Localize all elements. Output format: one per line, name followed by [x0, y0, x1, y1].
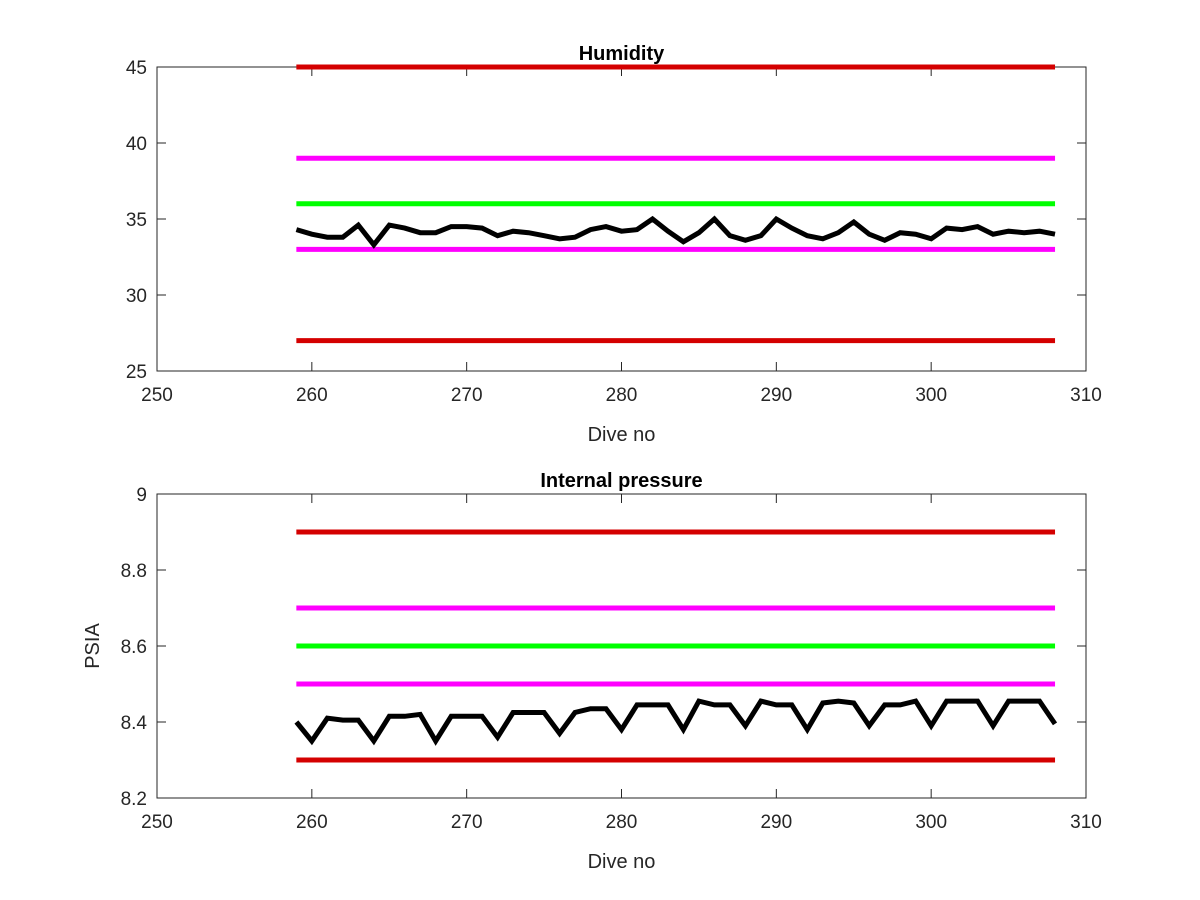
chart-0-xtick-label: 300 [915, 385, 947, 406]
chart-1-x-axis-label: Dive no [588, 851, 656, 873]
chart-0-ytick-label: 35 [126, 210, 147, 231]
chart-0-x-axis-label: Dive no [588, 424, 656, 446]
chart-0-xtick-label: 260 [296, 385, 328, 406]
chart-1-xtick-label: 280 [606, 812, 638, 833]
chart-1-title: Internal pressure [540, 470, 702, 492]
chart-0-xtick-label: 310 [1070, 385, 1102, 406]
chart-0-ytick-label: 45 [126, 58, 147, 79]
chart-1-y-axis-label: PSIA [82, 623, 104, 669]
chart-1-xtick-label: 300 [915, 812, 947, 833]
chart-0-ytick-label: 40 [126, 134, 147, 155]
humidity-chart: 250 260 270 280 290 300 310 25 30 35 40 45 Humidity D… [126, 43, 1102, 446]
chart-0-series-line [295, 215, 1056, 249]
chart-0-title: Humidity [579, 43, 665, 65]
chart-1-ytick-label: 8.2 [121, 789, 147, 810]
chart-1-ytick-label: 8.4 [121, 713, 148, 734]
chart-0-ytick-label: 30 [126, 286, 147, 307]
chart-0-xtick-label: 250 [141, 385, 173, 406]
chart-1-ytick-label: 8.6 [121, 637, 147, 658]
chart-1-xtick-label: 290 [760, 812, 792, 833]
chart-0-ytick-label: 25 [126, 362, 147, 383]
chart-0-xtick-label: 280 [606, 385, 638, 406]
chart-1-series-line [294, 698, 1058, 746]
chart-0-xtick-label: 290 [760, 385, 792, 406]
internal-pressure-chart: 250 260 270 280 290 300 310 8.2 8.4 8.6 8.8 9 Intern… [82, 470, 1102, 873]
chart-1-xtick-label: 260 [296, 812, 328, 833]
chart-0-axes-box [156, 66, 1087, 372]
chart-1-ytick-label: 9 [136, 485, 147, 506]
chart-1-ytick-label: 8.8 [121, 561, 147, 582]
chart-1-xtick-label: 250 [141, 812, 173, 833]
chart-0-xtick-label: 270 [451, 385, 483, 406]
chart-1-xtick-label: 310 [1070, 812, 1102, 833]
chart-1-xtick-label: 270 [451, 812, 483, 833]
